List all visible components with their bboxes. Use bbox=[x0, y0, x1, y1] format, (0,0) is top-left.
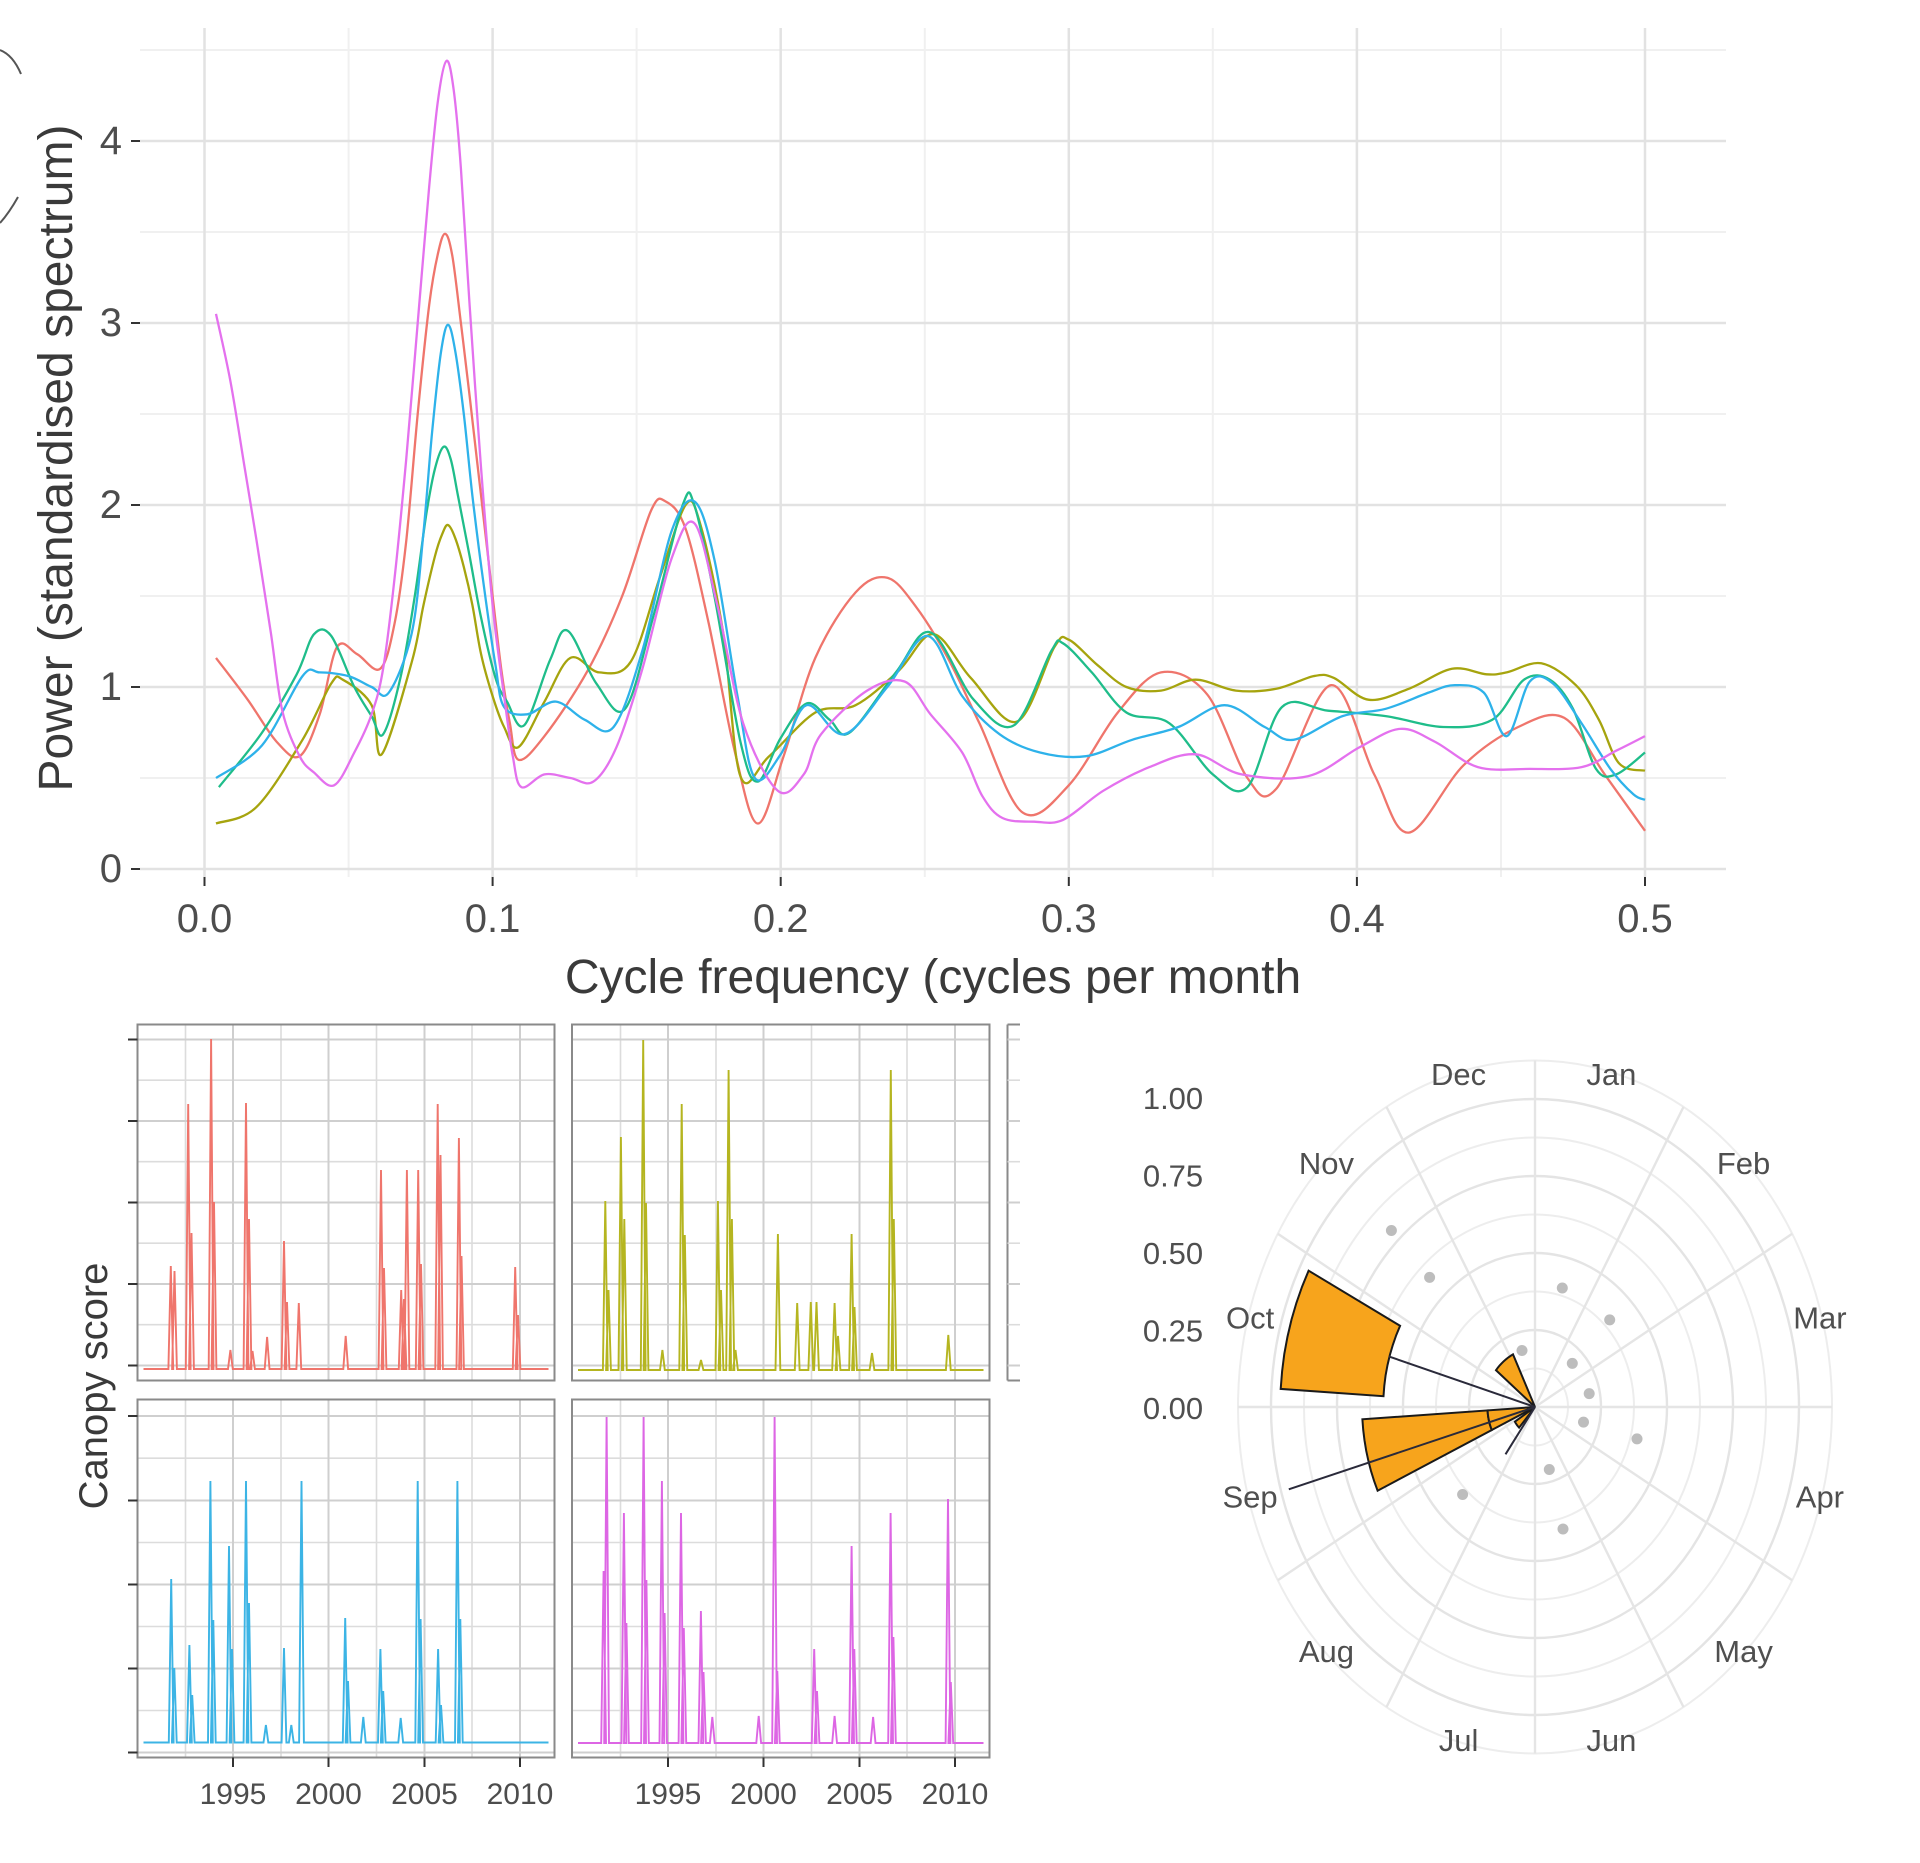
svg-text:2: 2 bbox=[100, 483, 122, 527]
svg-text:Power (standardised spectrum): Power (standardised spectrum) bbox=[30, 125, 83, 792]
svg-text:0: 0 bbox=[100, 847, 122, 891]
svg-text:2000: 2000 bbox=[295, 1778, 362, 1811]
svg-text:1995: 1995 bbox=[200, 1778, 267, 1811]
svg-text:Nov: Nov bbox=[1299, 1146, 1355, 1181]
svg-text:Dec: Dec bbox=[1431, 1057, 1486, 1092]
svg-text:0.5: 0.5 bbox=[1617, 897, 1673, 941]
svg-text:Sep: Sep bbox=[1223, 1479, 1278, 1514]
svg-text:0.25: 0.25 bbox=[1143, 1314, 1203, 1349]
svg-text:2005: 2005 bbox=[826, 1778, 893, 1811]
svg-text:0.3: 0.3 bbox=[1041, 897, 1097, 941]
svg-text:Aug: Aug bbox=[1299, 1634, 1354, 1669]
svg-text:Mar: Mar bbox=[1793, 1301, 1846, 1336]
svg-text:1995: 1995 bbox=[635, 1778, 702, 1811]
svg-text:Jan: Jan bbox=[1586, 1057, 1636, 1092]
svg-text:Jul: Jul bbox=[1439, 1723, 1479, 1758]
svg-text:2005: 2005 bbox=[391, 1778, 458, 1811]
svg-text:1: 1 bbox=[100, 665, 122, 709]
svg-text:May: May bbox=[1714, 1634, 1773, 1669]
svg-text:Canopy score: Canopy score bbox=[72, 1263, 116, 1510]
svg-text:0.00: 0.00 bbox=[1143, 1391, 1203, 1426]
svg-text:2010: 2010 bbox=[922, 1778, 989, 1811]
svg-text:0.4: 0.4 bbox=[1329, 897, 1385, 941]
svg-text:Feb: Feb bbox=[1717, 1146, 1770, 1181]
svg-text:Jun: Jun bbox=[1586, 1723, 1636, 1758]
svg-text:Oct: Oct bbox=[1226, 1301, 1275, 1336]
svg-text:2000: 2000 bbox=[730, 1778, 797, 1811]
svg-text:0.50: 0.50 bbox=[1143, 1236, 1203, 1271]
svg-text:2010: 2010 bbox=[487, 1778, 554, 1811]
svg-text:3: 3 bbox=[100, 301, 122, 345]
svg-text:4: 4 bbox=[100, 119, 122, 163]
svg-text:0.75: 0.75 bbox=[1143, 1159, 1203, 1194]
svg-text:Apr: Apr bbox=[1796, 1479, 1844, 1514]
svg-text:0.1: 0.1 bbox=[465, 897, 521, 941]
svg-text:Cycle frequency (cycles per mo: Cycle frequency (cycles per month bbox=[565, 951, 1301, 1004]
svg-text:1.00: 1.00 bbox=[1143, 1081, 1203, 1116]
svg-text:0.0: 0.0 bbox=[177, 897, 233, 941]
svg-text:0.2: 0.2 bbox=[753, 897, 809, 941]
